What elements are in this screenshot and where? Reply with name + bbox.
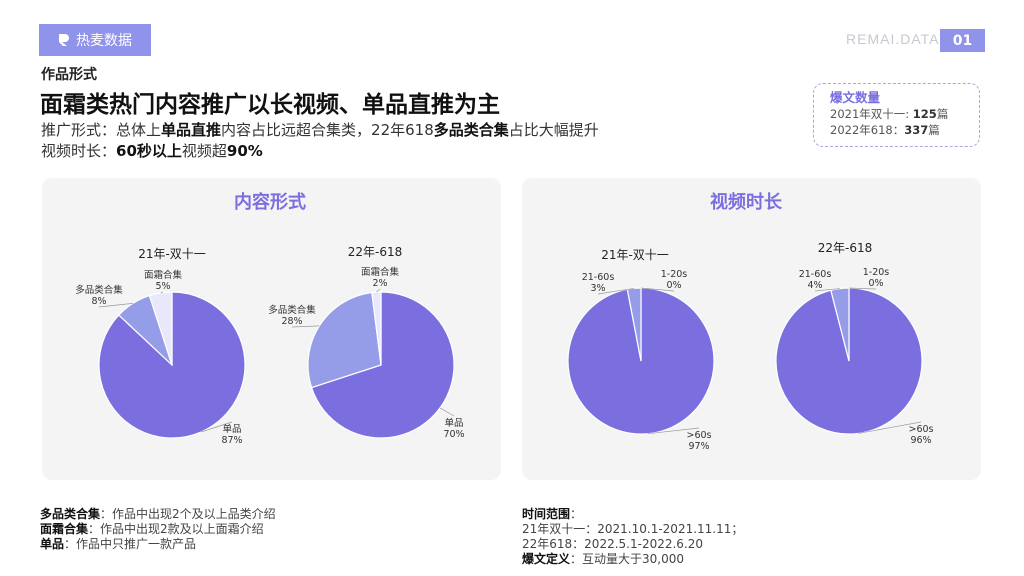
footer-definitions: 多品类合集：作品中出现2个及以上品类介绍 面霜合集：作品中出现2款及以上面霜介绍… [40,507,276,552]
sub1-e: 占比大幅提升 [508,121,599,139]
footer-def-row: 面霜合集：作品中出现2款及以上面霜介绍 [40,522,276,537]
def-desc: ：作品中出现2个及以上品类介绍 [100,507,276,521]
count-line2-value: 337 [904,123,929,137]
slice-percent: 5% [155,281,170,292]
leader-line [814,288,840,292]
page-headline: 面霜类热门内容推广以长视频、单品直推为主 [40,92,500,118]
range-label: 时间范围 [522,507,571,521]
slice-label: 多品类合集 [75,284,123,296]
leader-line [376,288,381,293]
site-label: REMAI.DATA [846,31,940,47]
leader-line [439,407,455,417]
slice-percent: 97% [688,441,709,452]
slice-percent: 28% [281,316,302,327]
def-desc: ：作品中出现2款及以上面霜介绍 [88,522,264,536]
leader-line [597,287,635,295]
pie-slice [830,287,850,362]
count-title: 爆文数量 [830,90,881,105]
footer-time-range: 时间范围： 21年双十一：2021.10.1-2021.11.11； 22年61… [522,507,743,567]
page-number: 01 [940,29,985,52]
count-line1-value: 125 [912,107,937,121]
pie-title: 21年-双十一 [601,248,669,262]
range-colon: ： [570,507,583,521]
sub2-d: 90% [226,142,263,160]
slice-label: 单品 [444,417,463,429]
slice-percent: 0% [868,278,883,289]
def-term: 多品类合集 [40,507,101,521]
pie-title: 22年-618 [348,245,403,259]
count-line-2021: 2021年双十一: 125篇 [830,106,979,122]
slice-label: 面霜合集 [361,266,400,278]
slice-label: >60s [909,424,934,435]
sub2-c: 视频超 [181,142,227,160]
brand-label: 热麦数据 [76,33,132,49]
count-line-2022: 2022年618：337篇 [830,122,979,138]
def-term: 单品 [40,537,65,551]
leader-line [647,427,700,435]
slice-label: >60s [687,430,712,441]
leader-line [848,287,877,290]
leader-line [640,287,675,292]
pie-slice [371,291,382,366]
slice-percent: 8% [91,296,106,307]
sub1-c: 内容占比远超合集类，22年618 [221,121,434,139]
def-term: 面霜合集 [40,522,89,536]
count-line1-prefix: 2021年双十一: [830,107,913,121]
subtitle-promotion: 推广形式：总体上单品直推内容占比远超合集类，22年618多品类合集占比大幅提升 [41,119,599,140]
sub1-d: 多品类合集 [433,121,509,139]
count-line2-prefix: 2022年618： [830,123,905,137]
slice-percent: 70% [443,429,464,440]
leader-line [98,303,133,308]
slice-percent: 3% [590,283,605,294]
brand-logo-icon [59,34,69,46]
def-desc: ：作品中只推广一款产品 [64,537,197,551]
footer-def-row: 单品：作品中只推广一款产品 [40,537,276,552]
brand-badge: 热麦数据 [39,24,151,56]
pie-title: 22年-618 [818,241,873,255]
slice-percent: 2% [372,278,387,289]
leader-line [160,291,164,294]
definition-row: 爆文定义：互动量大于30,000 [522,552,743,567]
subtitle-duration: 视频时长：60秒以上视频超90% [41,140,263,161]
slice-percent: 96% [910,435,931,446]
sub2-b: 60秒以上 [116,142,182,160]
slice-label: 多品类合集 [268,304,316,316]
range-line-2022: 22年618：2022.5.1-2022.6.20 [522,537,704,551]
def-text: ：互动量大于30,000 [570,552,685,566]
slice-label: 面霜合集 [144,269,183,281]
sub2-a: 视频时长： [41,142,117,160]
count-line2-unit: 篇 [928,123,940,137]
viral-count-box: 爆文数量 2021年双十一: 125篇 2022年618：337篇 [813,83,980,147]
slice-label: 1-20s [863,267,890,278]
slice-label: 21-60s [799,269,832,280]
range-heading: 时间范围： [522,507,743,522]
section-title: 作品形式 [41,67,97,83]
content-form-title: 内容形式 [234,192,306,213]
slice-label: 1-20s [661,269,688,280]
leader-line [858,421,922,434]
range-line-2021: 21年双十一：2021.10.1-2021.11.11； [522,522,744,536]
sub1-a: 推广形式：总体上 [41,121,162,139]
slice-label: 21-60s [582,272,615,283]
count-line1-unit: 篇 [936,107,949,121]
pie-title: 21年-双十一 [138,247,206,261]
def-label: 爆文定义 [522,552,571,566]
slice-percent: 0% [666,280,681,291]
video-length-title: 视频时长 [710,192,782,213]
slice-percent: 4% [807,280,822,291]
slice-percent: 87% [221,435,242,446]
pie-slice [307,291,382,389]
leader-line [200,421,233,433]
footer-def-row: 多品类合集：作品中出现2个及以上品类介绍 [40,507,276,522]
slice-label: 单品 [222,423,241,435]
sub1-b: 单品直推 [161,121,222,139]
leader-line [291,325,320,328]
